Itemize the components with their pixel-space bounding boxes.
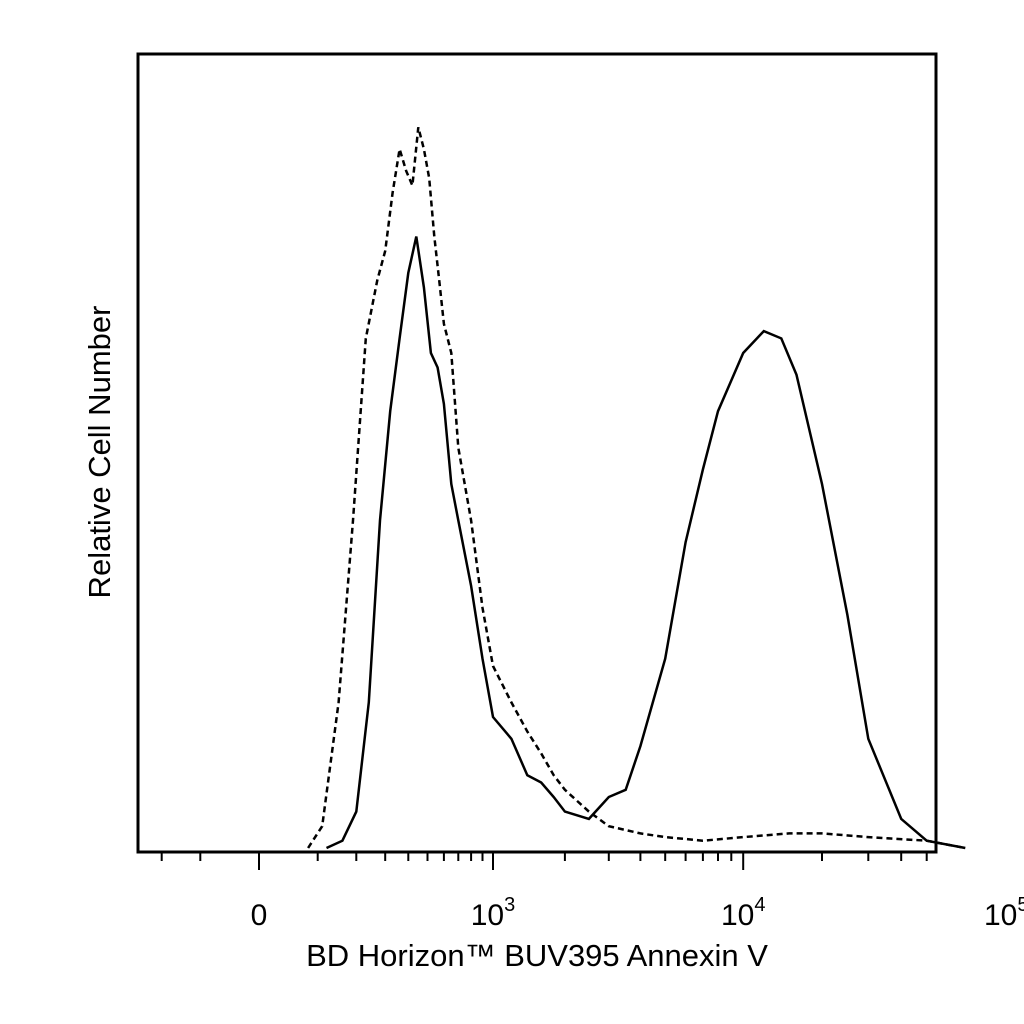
x-tick-label: 103 (471, 894, 516, 932)
x-tick-label: 105 (984, 894, 1024, 932)
y-axis-title: Relative Cell Number (82, 306, 117, 599)
plot-frame (136, 52, 938, 854)
x-tick-label: 0 (251, 899, 268, 932)
series-line-dashed (307, 126, 966, 850)
x-tick-label: 104 (721, 894, 766, 932)
series-line-solid (325, 236, 966, 850)
x-axis-ticks (160, 852, 928, 870)
x-axis-title: BD Horizon™ BUV395 Annexin V (306, 938, 768, 973)
x-axis-tick-labels: 0 103 104 105 (251, 894, 1024, 932)
series-layer (307, 126, 966, 850)
